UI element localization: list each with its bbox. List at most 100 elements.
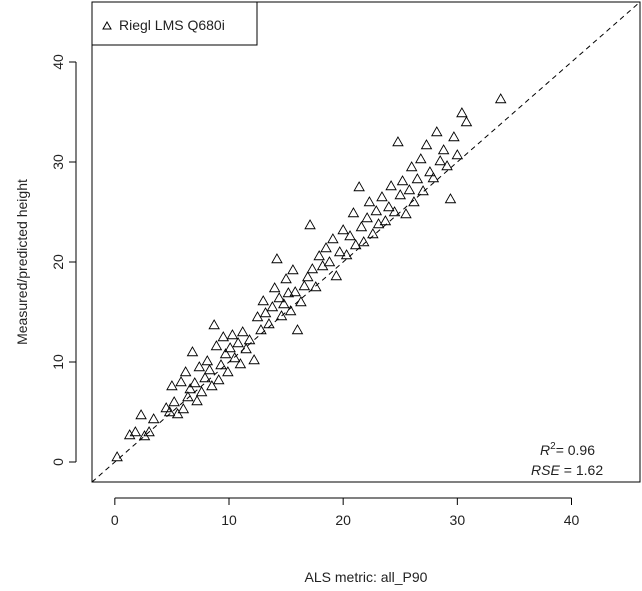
data-point: [240, 343, 252, 354]
x-tick-label: 30: [450, 512, 466, 528]
data-point: [353, 181, 365, 192]
data-point: [323, 256, 336, 267]
data-point: [333, 246, 346, 257]
data-point: [287, 264, 299, 275]
data-point: [451, 149, 464, 160]
data-point: [301, 271, 314, 282]
data-point: [210, 340, 223, 351]
data-point: [427, 172, 440, 183]
data-point: [275, 310, 288, 321]
data-point: [228, 352, 241, 363]
data-point: [206, 380, 218, 391]
data-point: [195, 386, 208, 397]
y-tick-label: 20: [50, 254, 66, 270]
data-point: [361, 212, 373, 223]
data-point: [392, 136, 404, 147]
x-tick-label: 10: [221, 512, 237, 528]
data-point: [408, 196, 420, 207]
data-point: [295, 296, 307, 307]
data-point: [219, 348, 232, 359]
data-point: [224, 342, 236, 353]
data-point: [291, 324, 304, 335]
data-point: [372, 218, 385, 229]
data-point: [255, 324, 267, 335]
data-points: [111, 93, 507, 462]
data-point: [411, 173, 424, 184]
data-point: [271, 253, 283, 264]
data-point: [188, 377, 201, 388]
data-point: [460, 116, 473, 127]
y-tick-label: 0: [50, 458, 66, 466]
data-point: [434, 155, 446, 166]
y-tick-label: 30: [50, 154, 66, 170]
data-point: [171, 408, 184, 419]
data-point: [222, 366, 234, 377]
data-point: [179, 366, 192, 377]
data-point: [234, 358, 247, 369]
x-tick-label: 40: [564, 512, 580, 528]
data-point: [263, 318, 275, 329]
data-point: [420, 139, 433, 150]
data-point: [193, 361, 206, 372]
data-point: [248, 354, 260, 365]
data-point: [320, 242, 332, 253]
fit-statistics: R2= 0.96 RSE = 1.62: [531, 441, 603, 478]
data-point: [456, 107, 468, 118]
data-point: [217, 331, 230, 342]
data-point: [199, 372, 211, 383]
data-point: [203, 364, 216, 375]
data-point: [313, 250, 325, 261]
data-point: [400, 208, 412, 219]
data-point: [396, 175, 409, 186]
y-tick-label: 40: [50, 54, 66, 70]
data-point: [177, 403, 190, 414]
data-point: [309, 281, 322, 292]
data-point: [385, 180, 397, 191]
data-point: [215, 359, 227, 370]
data-point: [135, 409, 147, 420]
x-axis-label: ALS metric: all_P90: [305, 569, 428, 585]
data-point: [415, 153, 427, 164]
r-squared-symbol: R: [540, 442, 550, 458]
data-point: [129, 426, 142, 437]
data-point: [289, 286, 301, 297]
data-point: [370, 205, 383, 216]
data-point: [340, 249, 353, 260]
data-point: [330, 270, 343, 281]
data-point: [349, 239, 362, 250]
data-point: [257, 295, 270, 306]
data-point: [226, 329, 239, 340]
data-point: [182, 391, 194, 402]
data-point: [243, 334, 256, 345]
data-point: [208, 319, 220, 330]
data-point: [280, 273, 292, 284]
r-squared-superscript: 2: [550, 441, 556, 452]
data-point: [403, 184, 416, 195]
data-point: [327, 233, 339, 244]
data-point: [424, 166, 436, 177]
data-point: [143, 426, 155, 437]
r-squared-value: = 0.96: [556, 442, 596, 458]
legend: Riegl LMS Q680i: [91, 1, 258, 46]
data-point: [367, 228, 379, 239]
data-point: [259, 307, 272, 318]
r-squared-annotation: R2= 0.96: [540, 441, 595, 458]
data-point: [304, 219, 316, 230]
data-point: [437, 144, 450, 155]
y-axis: 0 10 20 30 40: [50, 54, 77, 466]
data-point: [405, 161, 418, 172]
data-point: [212, 374, 225, 385]
data-point: [232, 337, 244, 348]
rse-symbol: RSE: [531, 462, 560, 478]
data-point: [306, 263, 319, 274]
rse-annotation: RSE = 1.62: [531, 462, 603, 478]
data-point: [344, 230, 356, 241]
data-point: [184, 383, 196, 394]
data-point: [201, 355, 214, 366]
data-point: [236, 326, 249, 337]
data-point: [278, 298, 290, 309]
data-point: [448, 131, 460, 142]
data-point: [376, 191, 388, 202]
data-point: [298, 280, 311, 291]
